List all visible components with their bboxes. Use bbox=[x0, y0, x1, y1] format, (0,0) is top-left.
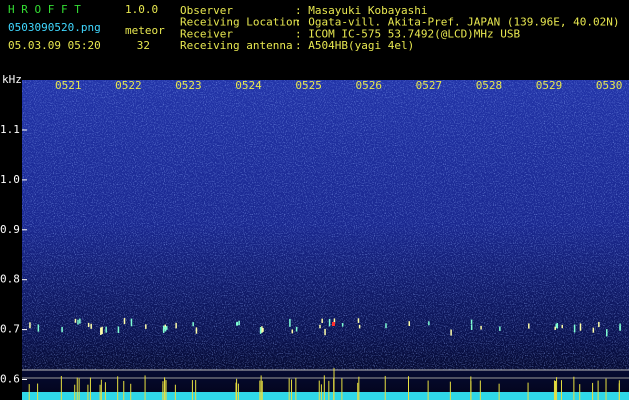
info-value: : Masayuki Kobayashi bbox=[295, 4, 427, 17]
echo bbox=[236, 321, 239, 326]
info-label: Observer bbox=[180, 4, 233, 17]
echo bbox=[528, 323, 530, 329]
echo bbox=[262, 327, 264, 332]
spectrogram-noise bbox=[22, 80, 629, 370]
echo bbox=[499, 326, 501, 331]
info-label: Receiver bbox=[180, 27, 233, 40]
echo bbox=[358, 324, 361, 329]
echo bbox=[333, 318, 336, 324]
y-label: 0.8 bbox=[0, 273, 20, 286]
time-label: 0523 bbox=[175, 79, 202, 92]
echo bbox=[100, 327, 102, 335]
echo bbox=[385, 323, 387, 329]
echo bbox=[90, 323, 92, 329]
echo bbox=[295, 326, 298, 332]
version: 1.0.0 bbox=[125, 3, 158, 16]
axes: kHz 1.1 1.0 0.9 0.8 0.7 0.6 0521 0522 0523 0524 05… bbox=[0, 73, 622, 386]
echo bbox=[105, 326, 107, 333]
info-value: : Ogata-vill. Akita-Pref. JAPAN (139.96E… bbox=[295, 16, 620, 29]
time-label: 0522 bbox=[115, 79, 142, 92]
y-label: 0.7 bbox=[0, 323, 20, 336]
echo bbox=[175, 322, 177, 329]
echo bbox=[332, 322, 335, 326]
echo bbox=[123, 318, 126, 325]
time-label: 0521 bbox=[55, 79, 82, 92]
datetime: 05.03.09 05:20 bbox=[8, 39, 101, 52]
echo bbox=[61, 326, 63, 333]
echo bbox=[328, 318, 331, 327]
info-label: Receiving Location bbox=[180, 16, 299, 29]
echo bbox=[561, 324, 563, 329]
echo bbox=[117, 326, 120, 333]
echo bbox=[579, 323, 582, 331]
echo bbox=[321, 318, 323, 324]
echo bbox=[428, 321, 430, 326]
time-label: 0528 bbox=[476, 79, 503, 92]
echo bbox=[261, 326, 263, 333]
echo bbox=[37, 324, 40, 332]
y-label: 0.6 bbox=[0, 373, 20, 386]
echo bbox=[192, 322, 194, 327]
echo bbox=[87, 322, 90, 327]
echo bbox=[556, 322, 559, 329]
echo bbox=[74, 318, 77, 323]
echo bbox=[606, 329, 608, 337]
time-label: 0527 bbox=[416, 79, 443, 92]
meteor-marks bbox=[28, 318, 621, 400]
time-label: 0525 bbox=[295, 79, 322, 92]
echo bbox=[450, 329, 452, 336]
y-label: 0.9 bbox=[0, 223, 20, 236]
time-label: 0524 bbox=[235, 79, 262, 92]
echo bbox=[341, 323, 344, 327]
echo bbox=[408, 321, 411, 327]
echo bbox=[195, 327, 198, 334]
echo bbox=[162, 325, 165, 333]
filename: 0503090520.png bbox=[8, 21, 101, 34]
echo bbox=[573, 324, 576, 333]
y-label: 1.1 bbox=[0, 123, 20, 136]
echo bbox=[619, 325, 621, 330]
echo bbox=[554, 326, 556, 330]
signal-level bbox=[22, 392, 629, 400]
echo bbox=[592, 327, 595, 333]
echo bbox=[145, 324, 147, 329]
info-value: : A504HB(yagi 4el) bbox=[295, 39, 414, 52]
echo bbox=[164, 326, 167, 332]
echo bbox=[324, 328, 326, 336]
echo bbox=[130, 318, 133, 327]
count: 32 bbox=[137, 39, 150, 52]
echo bbox=[79, 318, 81, 324]
info-value: : ICOM IC-575 53.7492(@LCD)MHz USB bbox=[295, 27, 521, 40]
echo bbox=[291, 329, 294, 334]
echo bbox=[259, 327, 262, 334]
echo bbox=[289, 318, 291, 327]
y-label: 1.0 bbox=[0, 173, 20, 186]
echo bbox=[238, 320, 240, 326]
echo bbox=[166, 326, 168, 330]
echo bbox=[357, 318, 360, 323]
echo bbox=[470, 319, 473, 324]
time-label: 0530 bbox=[596, 79, 623, 92]
echo bbox=[555, 323, 557, 328]
time-label: 0529 bbox=[536, 79, 563, 92]
app-name: H R O F F T bbox=[8, 3, 81, 16]
echo bbox=[480, 325, 482, 330]
count-label: meteor bbox=[125, 24, 165, 37]
echo bbox=[101, 326, 103, 334]
echo bbox=[29, 322, 31, 329]
echo bbox=[598, 321, 600, 328]
y-unit: kHz bbox=[2, 73, 22, 86]
info-label: Receiving antenna bbox=[180, 39, 293, 52]
echo bbox=[77, 319, 79, 325]
echo bbox=[319, 324, 321, 329]
time-label: 0526 bbox=[356, 79, 383, 92]
echo bbox=[470, 324, 473, 330]
